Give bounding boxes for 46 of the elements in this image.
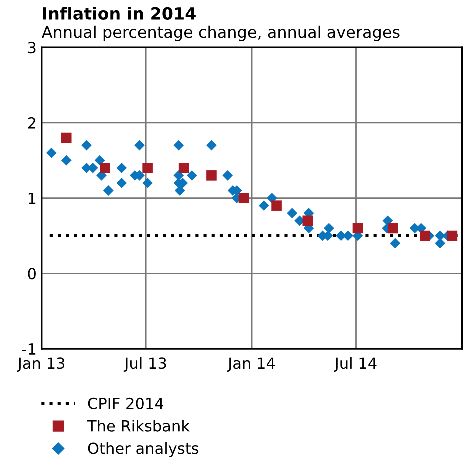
y-tick-label: 1	[28, 192, 36, 204]
point	[206, 140, 217, 151]
point	[447, 230, 458, 242]
point	[116, 178, 128, 188]
legend-label: CPIF 2014	[88, 398, 164, 410]
y-tick-label: 2	[28, 117, 36, 129]
point	[82, 140, 92, 151]
point	[352, 223, 364, 234]
point	[390, 238, 401, 249]
point	[46, 148, 57, 158]
point	[258, 200, 270, 212]
x-tick-label: Jan 13	[17, 358, 65, 372]
y-tick-label: 0	[28, 268, 36, 280]
point	[222, 170, 234, 181]
point	[61, 155, 72, 166]
y-tick-label: 3	[28, 42, 36, 54]
point	[324, 223, 334, 234]
point	[142, 178, 153, 188]
point	[343, 230, 354, 242]
point	[94, 155, 106, 166]
point	[272, 200, 282, 211]
point	[388, 223, 398, 234]
point	[134, 140, 145, 151]
point	[186, 170, 198, 181]
point	[116, 162, 128, 174]
point	[178, 162, 190, 174]
point	[287, 208, 298, 219]
point	[174, 140, 184, 151]
point	[302, 216, 314, 226]
point	[142, 162, 153, 174]
point	[206, 170, 217, 181]
x-tick-label: Jul 13	[124, 357, 166, 372]
point	[174, 186, 186, 196]
x-tick-label: Jul 14	[334, 357, 377, 372]
chart-subtitle: Annual percentage change, annual averages	[42, 26, 400, 42]
point	[238, 193, 250, 204]
legend-label: Other analysts	[88, 442, 199, 458]
point	[435, 238, 446, 249]
x-tick-label: Jan 14	[227, 358, 276, 372]
point	[103, 186, 114, 196]
y-tick-label: -1	[22, 344, 36, 355]
chart-title: Inflation in 2014	[43, 7, 196, 20]
legend-label: The Riksbank	[87, 420, 190, 432]
point	[61, 132, 72, 144]
point	[100, 162, 110, 174]
point	[420, 230, 431, 242]
